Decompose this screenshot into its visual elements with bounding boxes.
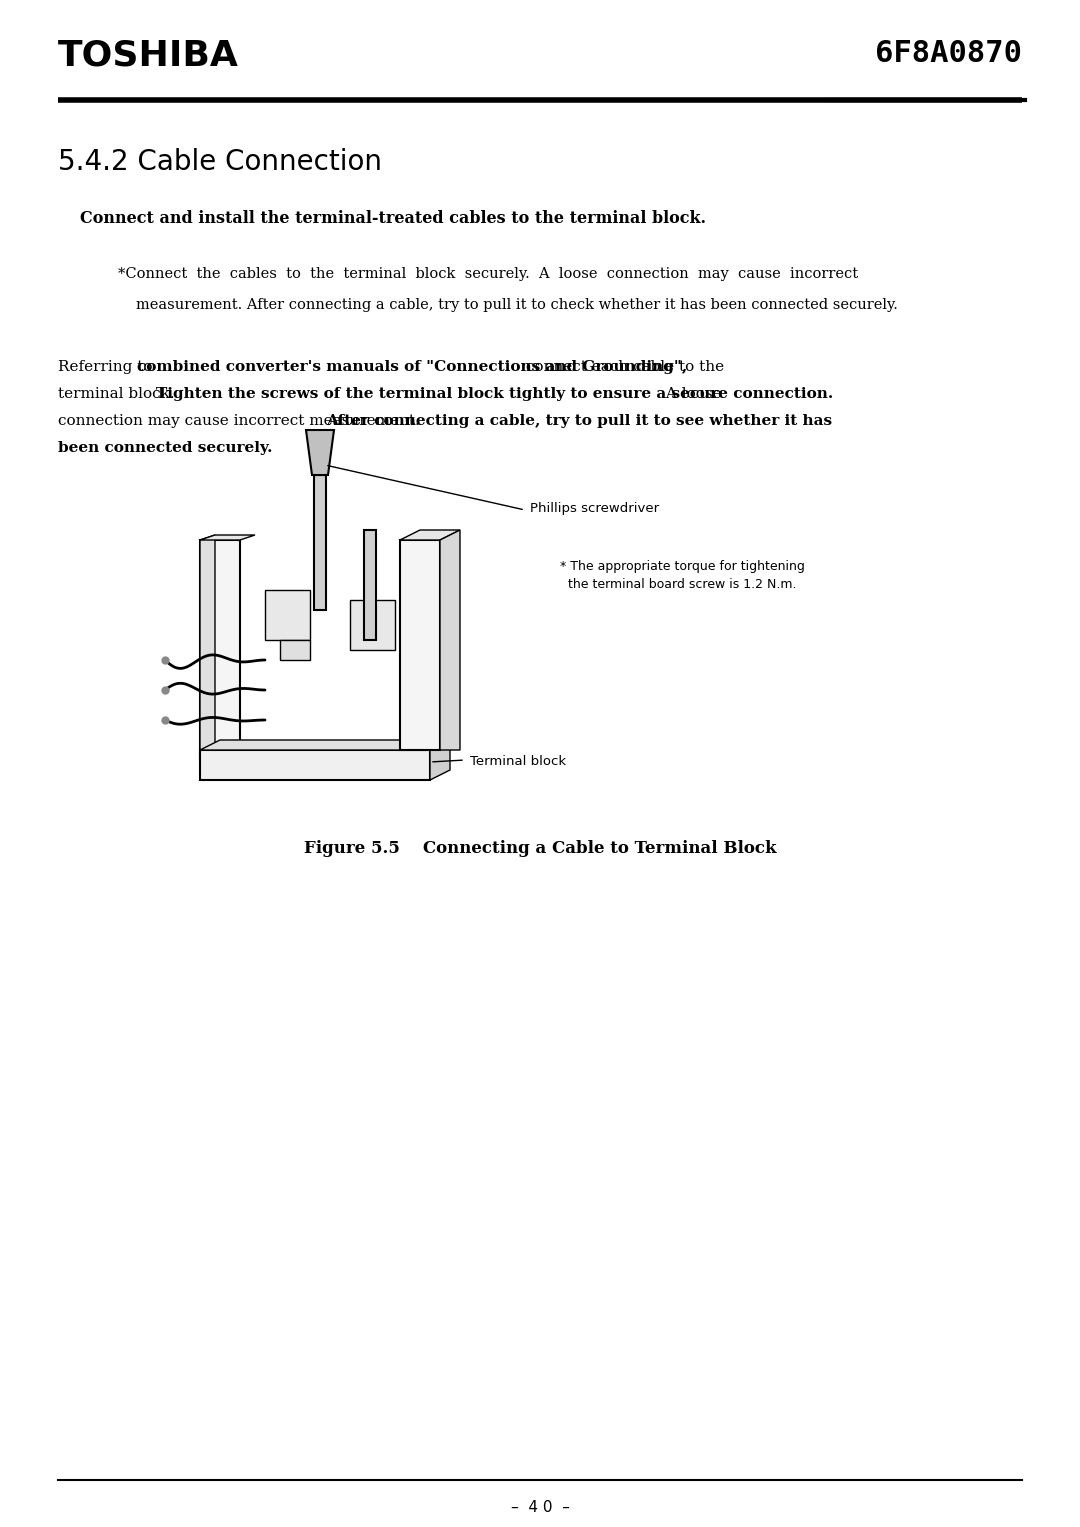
- Text: terminal block.: terminal block.: [58, 386, 179, 402]
- Text: been connected securely.: been connected securely.: [58, 441, 272, 455]
- Text: 6F8A0870: 6F8A0870: [875, 40, 1022, 69]
- Polygon shape: [200, 534, 255, 541]
- Polygon shape: [400, 530, 460, 541]
- Text: * The appropriate torque for tightening: * The appropriate torque for tightening: [561, 560, 805, 573]
- Text: the terminal board screw is 1.2 N.m.: the terminal board screw is 1.2 N.m.: [561, 579, 797, 591]
- Text: Phillips screwdriver: Phillips screwdriver: [530, 502, 659, 515]
- Text: Connect and install the terminal-treated cables to the terminal block.: Connect and install the terminal-treated…: [80, 211, 706, 228]
- Text: Terminal block: Terminal block: [470, 754, 566, 768]
- Polygon shape: [200, 534, 215, 760]
- Text: A loose: A loose: [661, 386, 721, 402]
- Polygon shape: [265, 589, 310, 640]
- Text: Tighten the screws of the terminal block tightly to ensure a secure connection.: Tighten the screws of the terminal block…: [156, 386, 833, 402]
- Polygon shape: [364, 530, 376, 640]
- Text: *Connect  the  cables  to  the  terminal  block  securely.  A  loose  connection: *Connect the cables to the terminal bloc…: [118, 267, 859, 281]
- Text: TOSHIBA: TOSHIBA: [58, 38, 239, 72]
- Text: connect each cable to the: connect each cable to the: [522, 360, 725, 374]
- Text: 5.4.2 Cable Connection: 5.4.2 Cable Connection: [58, 148, 382, 176]
- Text: Referring to: Referring to: [58, 360, 158, 374]
- Polygon shape: [200, 750, 430, 780]
- Polygon shape: [350, 600, 395, 651]
- Polygon shape: [440, 530, 460, 750]
- Text: connection may cause incorrect measurement.: connection may cause incorrect measureme…: [58, 414, 424, 428]
- Polygon shape: [306, 431, 334, 475]
- Text: combined converter's manuals of "Connections and Grounding",: combined converter's manuals of "Connect…: [137, 360, 688, 374]
- Polygon shape: [400, 541, 440, 750]
- Polygon shape: [314, 475, 326, 609]
- Polygon shape: [280, 640, 310, 660]
- Text: measurement. After connecting a cable, try to pull it to check whether it has be: measurement. After connecting a cable, t…: [136, 298, 897, 312]
- Polygon shape: [200, 541, 240, 760]
- Text: After connecting a cable, try to pull it to see whether it has: After connecting a cable, try to pull it…: [326, 414, 833, 428]
- Polygon shape: [430, 741, 450, 780]
- Polygon shape: [200, 741, 450, 750]
- Text: Figure 5.5    Connecting a Cable to Terminal Block: Figure 5.5 Connecting a Cable to Termina…: [303, 840, 777, 857]
- Text: –  4 0  –: – 4 0 –: [511, 1500, 569, 1515]
